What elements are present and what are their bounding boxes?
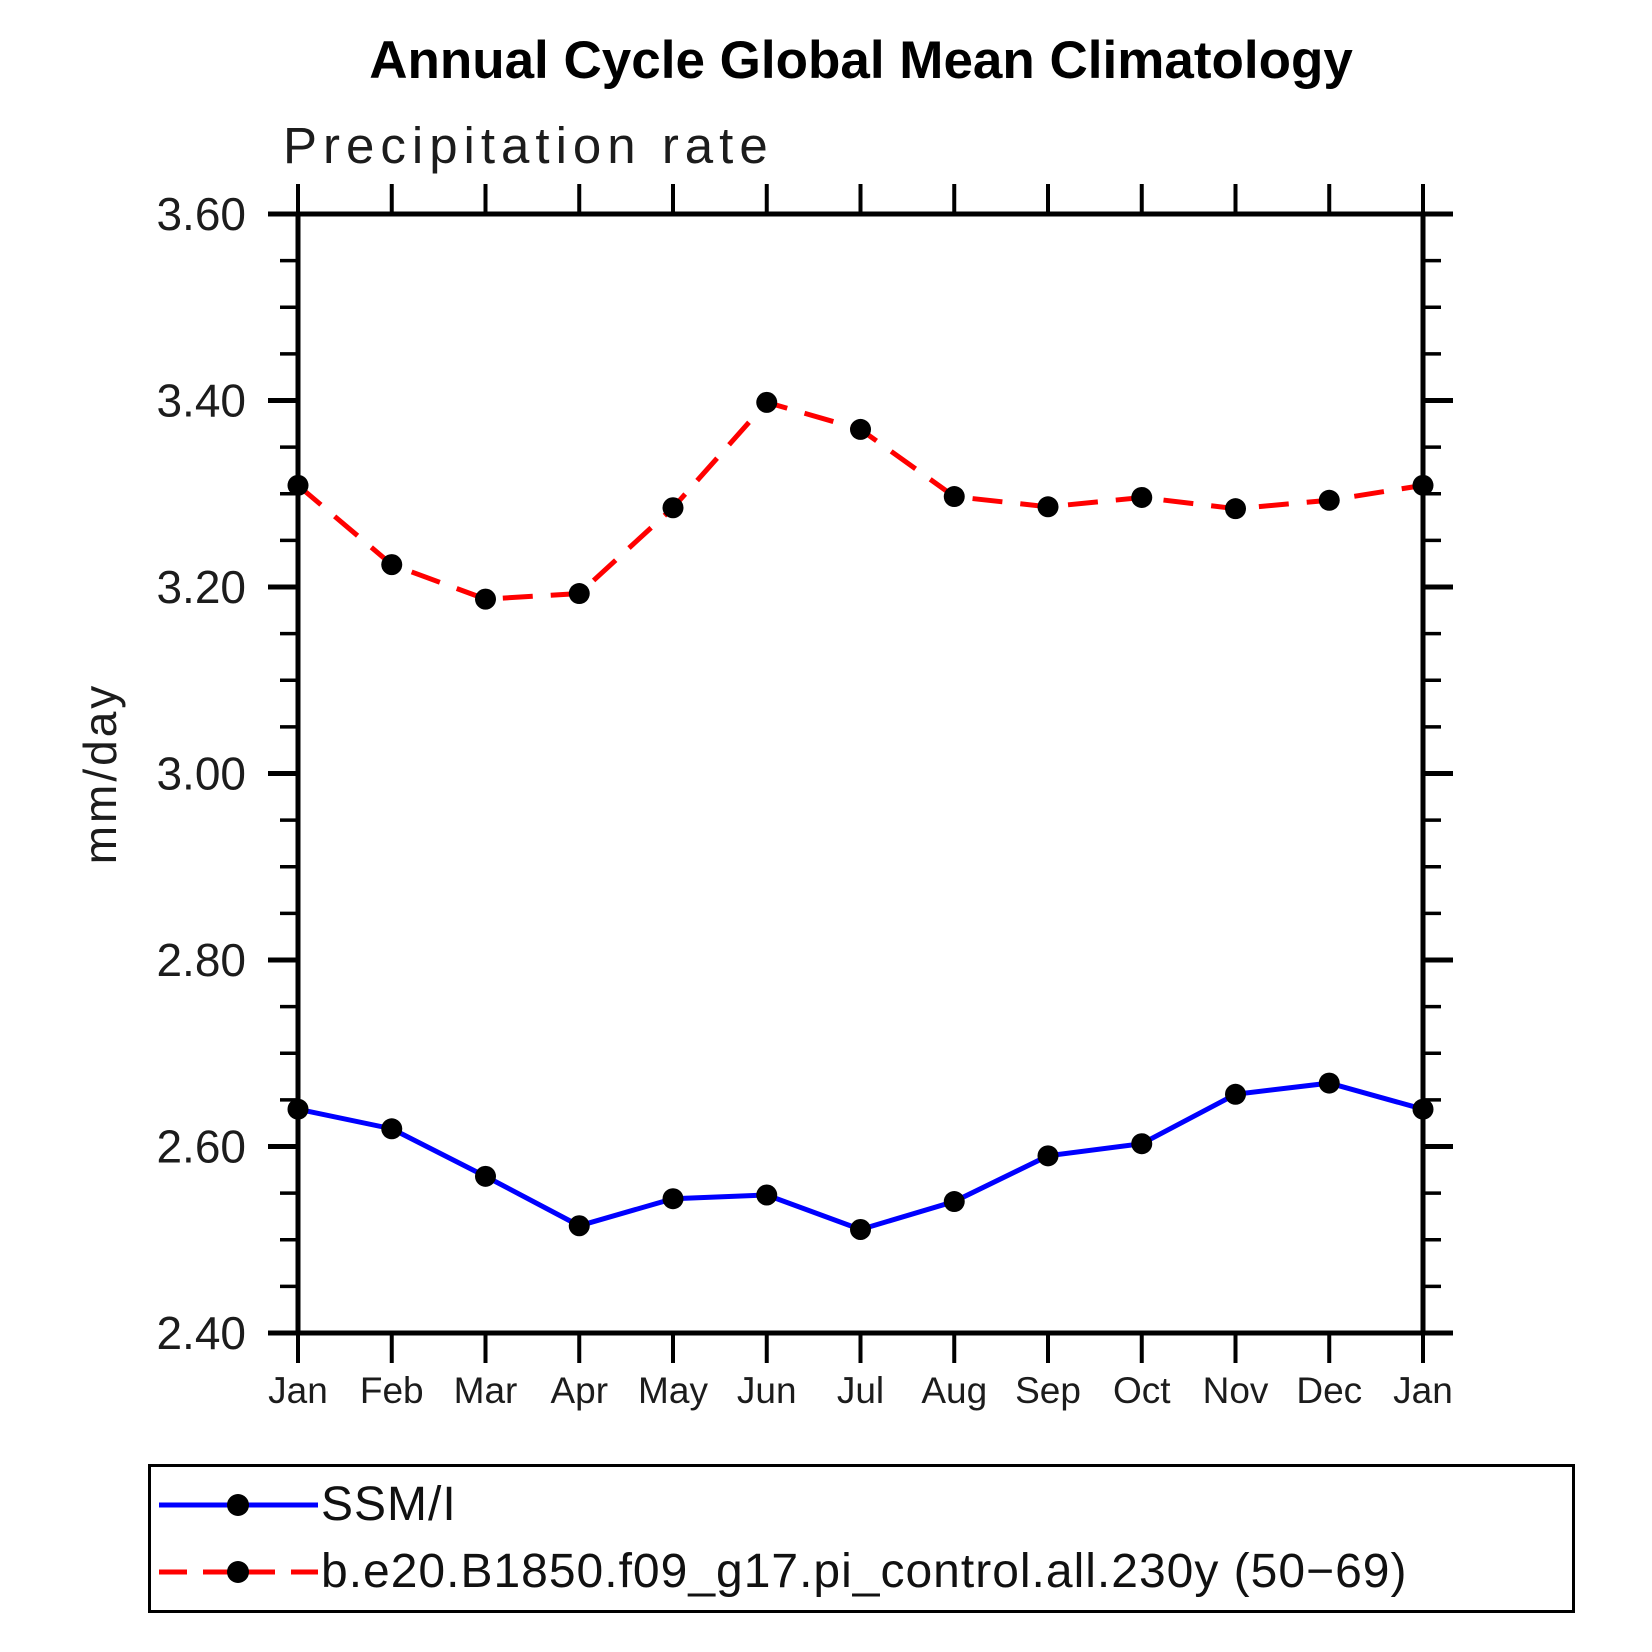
data-point-series1-Dec (1318, 489, 1340, 511)
axis-frame (295, 211, 1426, 1336)
x-tick-label: Jun (737, 1370, 797, 1411)
series-line-0 (297, 1080, 1424, 1233)
legend: SSM/I b.e20.B1850.f09_g17.pi_control.all… (148, 1464, 1575, 1613)
legend-label: SSM/I (321, 1477, 457, 1531)
data-point-series0-Oct (1131, 1133, 1153, 1155)
x-tick-label: Mar (454, 1370, 518, 1411)
legend-item-ssmi: SSM/I (157, 1471, 1572, 1539)
y-tick-label: 3.00 (156, 748, 246, 800)
y-tick-label: 3.60 (156, 188, 246, 240)
data-point-series0-Apr (568, 1215, 590, 1237)
data-point-series0-Feb (381, 1118, 403, 1140)
data-point-series0-Jul (850, 1218, 871, 1240)
y-tick-label: 3.20 (156, 561, 246, 613)
legend-sample-red-dashed-line (159, 1561, 318, 1584)
x-tick-label: Jul (837, 1370, 884, 1411)
data-point-series1-May (662, 497, 684, 519)
legend-label: b.e20.B1850.f09_g17.pi_control.all.230y … (321, 1545, 1408, 1599)
plot-area: 2.40 2.60 2.80 3.00 3.20 3.40 3.60 Jan Feb Mar Apr… (74, 184, 1453, 1411)
x-tick-label: Aug (921, 1370, 987, 1411)
data-point-series0-Dec (1318, 1072, 1340, 1094)
legend-sample-blue-solid-line (159, 1493, 318, 1516)
data-point-series1-Oct (1131, 486, 1153, 508)
x-tick-label: Nov (1203, 1370, 1269, 1411)
data-point-series1-Jun (756, 391, 778, 413)
data-point-series0-May (662, 1188, 684, 1210)
y-tick-label: 3.40 (156, 375, 246, 427)
data-point-series0-Jun (756, 1184, 778, 1206)
data-point-series1-Jan (1412, 474, 1434, 496)
data-point-series1-Apr (568, 583, 590, 605)
x-tick-label: Dec (1296, 1370, 1362, 1411)
y-tick-label: 2.80 (156, 934, 246, 986)
data-point-series1-Mar (475, 588, 496, 610)
x-tick-label: Feb (360, 1370, 424, 1411)
x-tick-label: May (638, 1370, 708, 1411)
data-point-series1-Sep (1037, 496, 1059, 518)
data-point-series1-Aug (943, 486, 965, 508)
data-point-series0-Jan (287, 1098, 309, 1120)
y-tick-label: 2.40 (156, 1307, 246, 1359)
data-point-series0-Mar (475, 1165, 496, 1187)
data-point-series0-Nov (1225, 1083, 1246, 1105)
data-point-series0-Sep (1037, 1145, 1059, 1167)
chart-title: Annual Cycle Global Mean Climatology (369, 31, 1353, 90)
x-tick-label: Jan (1393, 1370, 1453, 1411)
data-point-series0-Jan (1412, 1098, 1434, 1120)
y-tick-label: 2.60 (156, 1121, 246, 1173)
x-tick-label: Oct (1113, 1370, 1171, 1411)
x-tick-label: Apr (550, 1370, 608, 1411)
chart-subtitle: Precipitation rate (283, 117, 774, 174)
y-axis-label: mm/day (74, 683, 126, 865)
data-point-series0-Aug (943, 1191, 965, 1213)
legend-item-model: b.e20.B1850.f09_g17.pi_control.all.230y … (157, 1539, 1572, 1607)
data-point-series1-Jan (287, 474, 309, 496)
data-point-series1-Nov (1225, 498, 1246, 520)
data-point-series1-Feb (381, 554, 403, 576)
x-tick-label: Sep (1015, 1370, 1081, 1411)
x-tick-label: Jan (268, 1370, 328, 1411)
data-point-series1-Jul (850, 418, 871, 440)
